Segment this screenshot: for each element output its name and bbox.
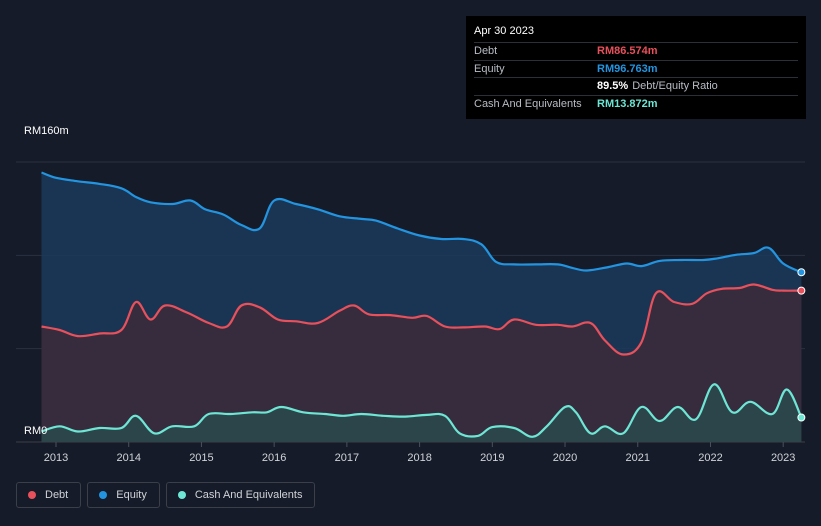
debt-area	[41, 284, 802, 442]
x-tick-label: 2013	[44, 452, 68, 464]
series-lines	[41, 171, 803, 438]
tooltip-panel: Apr 30 2023 Debt RM86.574m Equity RM96.7…	[466, 16, 806, 119]
x-tick-label: 2020	[553, 452, 577, 464]
legend-label-cash: Cash And Equivalents	[194, 489, 303, 501]
tooltip-date: Apr 30 2023	[474, 25, 534, 37]
tooltip-debt-value: RM86.574m	[597, 45, 658, 57]
tooltip-row-debt: Debt RM86.574m	[474, 42, 798, 60]
tooltip-cash-value: RM13.872m	[597, 97, 658, 110]
x-axis: 2013 2014 2015 2016 2017 2018 2019 2020 2021 2022…	[44, 442, 795, 464]
tooltip-ratio-label: Debt/Equity Ratio	[632, 80, 718, 92]
legend-item-debt[interactable]: Debt	[16, 482, 82, 508]
x-tick-label: 2016	[262, 452, 286, 464]
x-tick-label: 2021	[626, 452, 650, 464]
tooltip-row-cash: Cash And Equivalents RM13.872m	[474, 94, 798, 113]
legend: Debt Equity Cash And Equivalents	[16, 482, 316, 508]
debt-line	[41, 283, 802, 356]
legend-dot-debt	[28, 491, 36, 499]
x-tick-label: 2015	[189, 452, 213, 464]
legend-dot-equity	[99, 491, 108, 499]
x-tick-label: 2014	[116, 452, 140, 464]
tooltip-row-equity: Equity RM96.763m	[474, 59, 798, 78]
tooltip-ratio-spacer	[474, 78, 597, 95]
equity-end-point	[797, 268, 806, 277]
legend-label-debt: Debt	[45, 489, 69, 501]
cash-area	[41, 384, 802, 442]
x-tick-label: 2022	[698, 452, 722, 464]
x-tick-label: 2019	[480, 452, 504, 464]
tooltip-debt-label: Debt	[474, 45, 498, 57]
legend-dot-cash	[177, 491, 186, 499]
x-tick-label: 2018	[407, 452, 431, 464]
tooltip-equity-value: RM96.763m	[597, 62, 658, 75]
equity-line	[41, 171, 802, 274]
x-tick-label: 2017	[335, 452, 359, 464]
tooltip-equity-label: Equity	[474, 62, 505, 75]
cash-end-point	[797, 413, 806, 422]
y-axis-bottom-label: RM0	[24, 425, 48, 437]
cash-line	[41, 383, 803, 438]
end-markers	[797, 268, 806, 422]
legend-item-equity[interactable]: Equity	[87, 482, 160, 508]
series-areas	[41, 172, 802, 442]
tooltip-cash-label: Cash And Equivalents	[474, 97, 582, 110]
x-tick-label: 2023	[771, 452, 795, 464]
legend-item-cash[interactable]: Cash And Equivalents	[165, 482, 316, 508]
y-axis-top-label: RM160m	[24, 125, 69, 137]
legend-label-equity: Equity	[116, 489, 147, 501]
debt-end-point	[797, 286, 806, 295]
tooltip-row-ratio: 89.5% Debt/Equity Ratio	[474, 77, 798, 95]
tooltip-ratio-value: 89.5%	[597, 80, 629, 92]
